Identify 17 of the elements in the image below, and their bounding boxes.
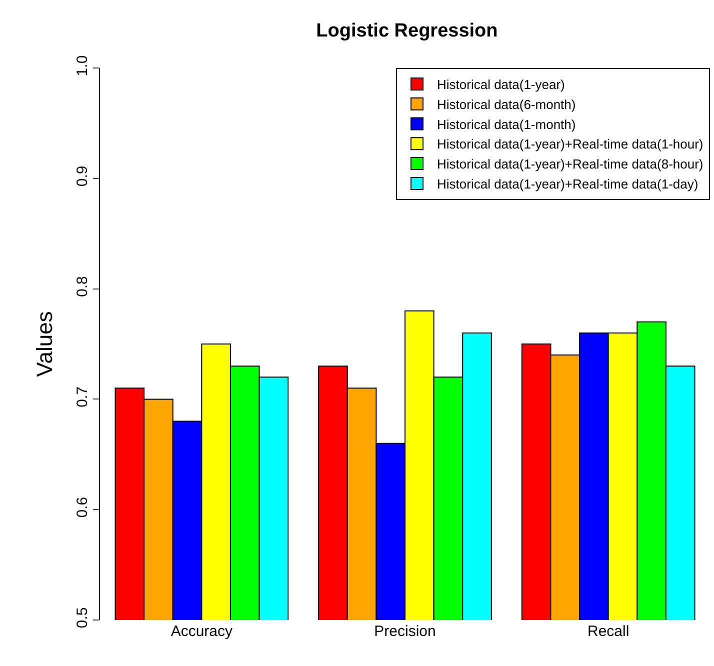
y-tick-label: 0.6: [74, 496, 91, 518]
y-tick-label: 1.0: [74, 55, 91, 76]
legend-label: Historical data(1-month): [437, 116, 576, 132]
legend-label: Historical data(1-year)+Real-time data(8-hour): [437, 156, 704, 172]
y-tick-label: 0.5: [74, 607, 91, 628]
x-tick-label: Recall: [587, 623, 630, 640]
legend-label: Historical data(1-year)+Real-time data(1-day): [437, 176, 698, 192]
chart-title: Logistic Regression: [316, 20, 498, 42]
x-tick-label: Precision: [374, 623, 436, 640]
x-tick-label: Accuracy: [170, 623, 234, 640]
legend-label: Historical data(1-year)+Real-time data(1-hour): [437, 136, 704, 152]
legend-label: Historical data(6-month): [437, 96, 576, 112]
y-tick-label: 0.8: [74, 276, 91, 297]
legend-label: Historical data(1-year): [437, 77, 565, 92]
y-tick-label: 0.9: [74, 166, 91, 187]
y-axis-title: Values: [32, 311, 57, 377]
y-tick-label: 0.7: [74, 386, 91, 408]
